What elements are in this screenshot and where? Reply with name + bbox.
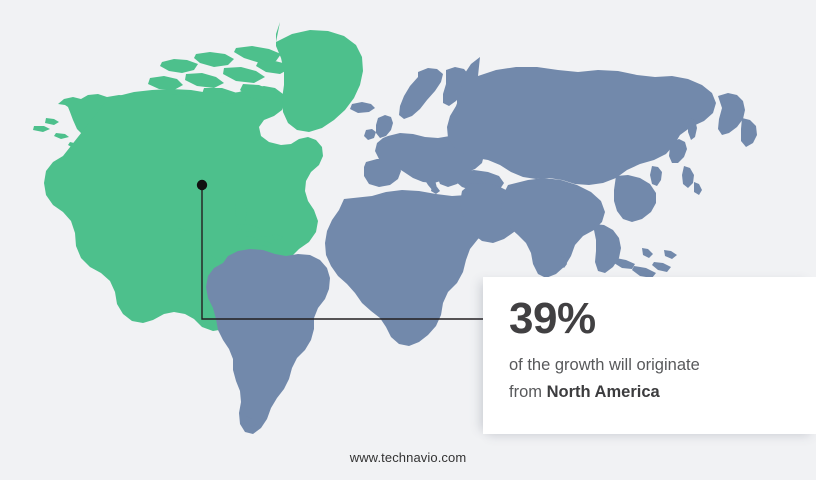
footer-url: www.technavio.com (349, 450, 467, 465)
region-asia (447, 57, 757, 278)
region-south-america (206, 249, 330, 434)
stat-region-name: North America (546, 383, 660, 401)
stat-description-line-2: from North America (509, 379, 790, 406)
stat-description-prefix: from (509, 383, 547, 401)
stat-percentage: 39% (509, 294, 596, 343)
stat-description-line-1: of the growth will originate (509, 356, 700, 374)
region-europe (350, 67, 504, 194)
stat-callout-card: 39% of the growth will originate from No… (483, 277, 816, 434)
